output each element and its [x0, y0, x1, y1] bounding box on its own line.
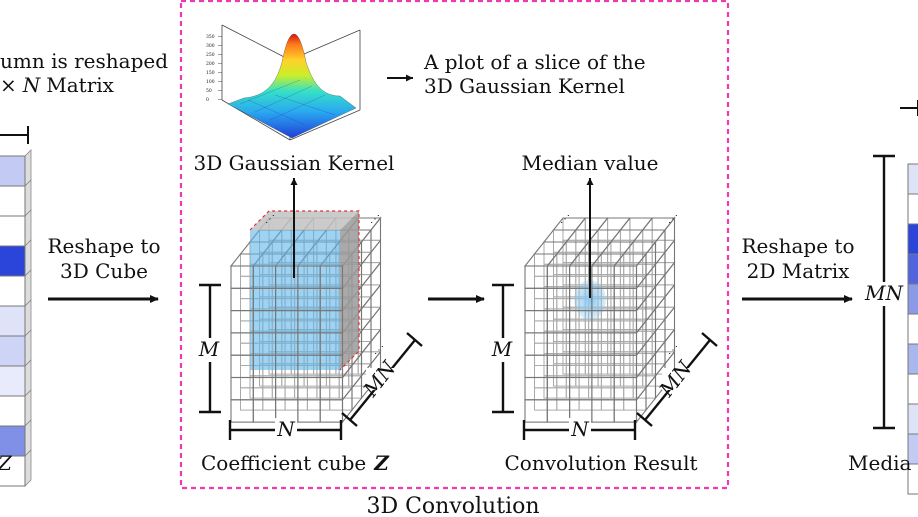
kernel-plot-tick: 200 — [206, 61, 215, 67]
plot-caption-line2: 3D Gaussian Kernel — [424, 74, 625, 98]
left-column-cell — [0, 185, 26, 217]
reshape-matrix-line2: 2D Matrix — [747, 259, 851, 283]
cube1-top-ellipsis: ⋰ — [265, 214, 275, 225]
cube1-M-label: M — [198, 337, 220, 361]
kernel-highlight-block — [249, 210, 360, 371]
coefficient-cube-caption: Coefficient cube Z — [201, 451, 390, 475]
right-column-cell — [907, 163, 918, 195]
kernel-plot-y-ticks: 350 300 250 200 150 100 50 0 — [206, 34, 222, 103]
cube2-top-ellipsis: ⋰ — [560, 214, 570, 225]
cube-cell-front — [319, 399, 344, 423]
right-column-cell — [907, 373, 918, 405]
kernel-plot-tick: 350 — [206, 34, 215, 40]
kernel-plot-tick: 100 — [206, 79, 215, 85]
gaussian-kernel-plot: 350 300 250 200 150 100 50 0 — [206, 24, 361, 141]
cube2-dim-N: N — [522, 417, 637, 441]
gaussian-surface — [227, 33, 357, 139]
reshape-to-cube-arrow: Reshape to 3D Cube — [47, 234, 161, 303]
gaussian-kernel-label: 3D Gaussian Kernel — [194, 151, 395, 175]
left-column-vector — [0, 149, 32, 487]
cube2-M-label: M — [491, 337, 513, 361]
right-MN-label: MN — [864, 281, 904, 305]
left-column-cell — [0, 155, 26, 187]
convolution-result-caption: Convolution Result — [504, 451, 697, 475]
convolution-box: 3D Convolution 350 300 250 200 150 100 50 0 — [179, 0, 730, 517]
cube-cell-back — [600, 387, 625, 411]
kernel-plot-tick: 300 — [206, 43, 215, 49]
reshape-cube-line2: 3D Cube — [60, 259, 148, 283]
cube-cell-front — [297, 399, 321, 423]
kernel-side-face — [340, 211, 359, 370]
left-column-cell — [0, 365, 26, 397]
right-column-cell — [907, 433, 918, 465]
cube2-N-label: N — [570, 417, 590, 441]
cube-cell-front — [524, 399, 548, 423]
right-column-cell — [907, 253, 918, 285]
left-caption-line1: umn is reshaped — [0, 49, 168, 73]
right-column-cell — [907, 283, 918, 315]
right-column-cell — [907, 463, 918, 495]
kernel-plot-tick: 150 — [206, 70, 215, 76]
kernel-plot-tick: 250 — [206, 52, 215, 58]
left-column-cell — [0, 305, 26, 337]
left-column-cell — [0, 335, 26, 367]
cube-cell-back — [240, 387, 264, 411]
cube-cell-front — [591, 399, 615, 423]
cube-cell-back — [578, 387, 602, 411]
cube1-depth-ellipsis: ⋰ — [374, 345, 384, 356]
reshape-to-matrix-arrow: Reshape to 2D Matrix — [741, 234, 855, 303]
coefficient-cube-front-grid — [230, 265, 344, 423]
convolution-box-title: 3D Convolution — [366, 494, 539, 517]
kernel-top-face — [250, 211, 359, 230]
left-column-cell — [0, 215, 26, 247]
reshape-cube-line1: Reshape to — [47, 234, 160, 258]
cube-cell-back — [306, 387, 331, 411]
cube1-dim-N: N — [228, 417, 343, 441]
right-panel: MN Media — [848, 100, 918, 495]
cube1-dim-M: M — [198, 283, 221, 414]
kernel-plot-tick: 50 — [206, 88, 212, 94]
left-column-cell — [0, 395, 26, 427]
cube-cell-back — [262, 387, 286, 411]
cube2-depth-ellipsis: ⋰ — [668, 345, 678, 356]
cube-cell-back — [534, 387, 558, 411]
cube1-N-label: N — [276, 417, 296, 441]
left-column-cell — [0, 245, 26, 277]
cube2-dim-M: M — [491, 283, 514, 414]
convolution-box-border — [179, 0, 730, 490]
right-column-cell — [907, 193, 918, 225]
reshape-matrix-line1: Reshape to — [741, 234, 854, 258]
median-value-label: Median value — [521, 151, 658, 175]
cube-cell-side — [645, 374, 657, 412]
cube-cell-back — [284, 387, 308, 411]
cube-cell-front — [613, 399, 638, 423]
left-bottom-label: Z — [0, 451, 13, 475]
left-column-cell-side — [24, 449, 32, 487]
right-bottom-label: Media — [848, 451, 912, 475]
right-column-cell — [907, 313, 918, 345]
cube-cell-front — [252, 399, 277, 423]
plot-caption-line1: A plot of a slice of the — [423, 50, 646, 74]
cube-cell-front — [546, 399, 571, 423]
cube1-right-ellipsis: ⋰ — [370, 214, 380, 225]
left-caption-line2: × N Matrix — [0, 73, 115, 97]
right-column-cell — [907, 223, 918, 255]
convolution-result-front-grid — [524, 265, 638, 423]
cube-cell-back — [556, 387, 580, 411]
cube-cell-side — [351, 374, 363, 412]
right-column-vector — [907, 163, 918, 495]
kernel-outline — [249, 210, 360, 371]
kernel-front-face — [250, 230, 340, 370]
right-column-cell — [907, 343, 918, 375]
right-dim-MN: MN — [864, 154, 904, 430]
right-column-cell — [907, 403, 918, 435]
left-column-cell — [0, 275, 26, 307]
median-voxel-highlight — [574, 280, 606, 320]
cube2-right-ellipsis: ⋰ — [668, 214, 678, 225]
cube-cell-front — [230, 399, 254, 423]
left-column-cell — [0, 455, 26, 487]
kernel-plot-tick: 0 — [206, 97, 209, 103]
